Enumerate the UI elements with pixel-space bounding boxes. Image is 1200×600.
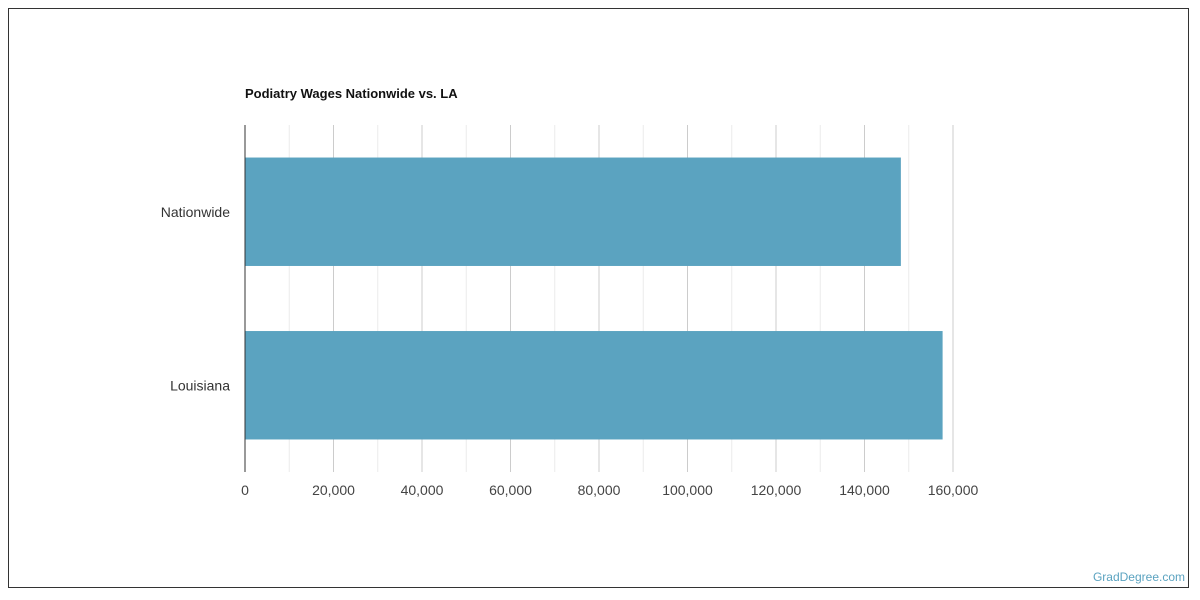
x-tick-label: 140,000 — [839, 482, 890, 498]
category-label: Nationwide — [161, 204, 230, 220]
x-tick-label: 0 — [241, 482, 249, 498]
x-tick-label: 60,000 — [489, 482, 532, 498]
watermark-link[interactable]: GradDegree.com — [1092, 570, 1185, 584]
x-tick-label: 80,000 — [578, 482, 621, 498]
x-tick-label: 40,000 — [401, 482, 444, 498]
bar — [245, 331, 943, 440]
chart-title: Podiatry Wages Nationwide vs. LA — [245, 86, 458, 101]
x-tick-label: 20,000 — [312, 482, 355, 498]
x-tick-label: 120,000 — [751, 482, 802, 498]
x-tick-label: 100,000 — [662, 482, 713, 498]
bar — [245, 157, 901, 266]
x-tick-label: 160,000 — [928, 482, 979, 498]
category-label: Louisiana — [170, 377, 230, 393]
